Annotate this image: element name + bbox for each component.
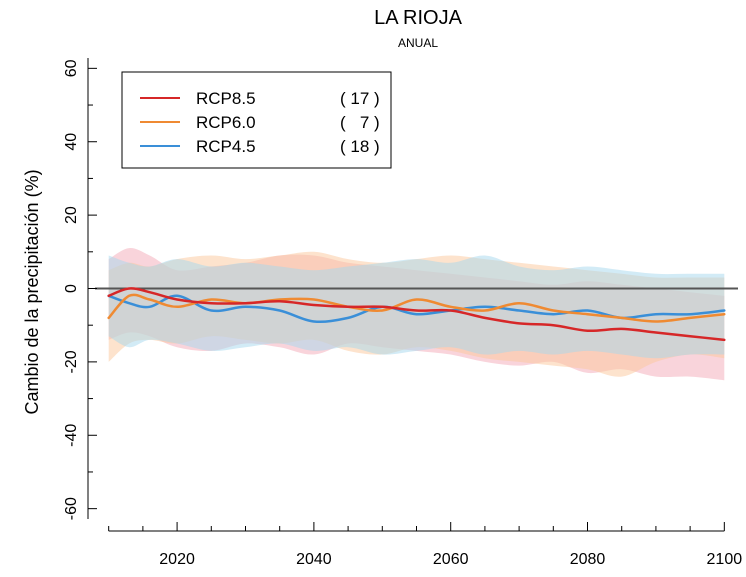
- chart-title: LA RIOJA: [374, 7, 462, 29]
- y-tick-label: -60: [63, 497, 80, 520]
- x-tick-label: 2060: [433, 551, 469, 568]
- legend-count-rcp6-0: ( 7 ): [340, 113, 380, 132]
- legend-label-rcp8-5: RCP8.5: [196, 89, 256, 108]
- band-rcp4-5: [108, 255, 725, 359]
- x-tick-label: 2080: [570, 551, 606, 568]
- series-line-rcp8-5: [107, 287, 726, 342]
- y-tick-label: 60: [63, 59, 80, 77]
- legend-count-rcp8-5: ( 17 ): [340, 89, 380, 108]
- legend-label-rcp6-0: RCP6.0: [196, 113, 256, 132]
- x-tick-label: 2020: [159, 551, 195, 568]
- x-tick-label: 2040: [296, 551, 332, 568]
- legend: RCP8.5 ( 17 ) RCP6.0 ( 7 ) RCP4.5 ( 18 ): [121, 71, 392, 169]
- legend-label-rcp4-5: RCP4.5: [196, 137, 256, 156]
- y-tick-label: 20: [63, 206, 80, 224]
- y-tick-label: -40: [63, 424, 80, 447]
- y-tick-label: 40: [63, 133, 80, 151]
- series-lines: [107, 287, 726, 342]
- series-line-rcp6-0: [107, 293, 726, 323]
- y-tick-label: -20: [63, 350, 80, 373]
- chart-subtitle: ANUAL: [398, 36, 438, 50]
- legend-box: [121, 71, 392, 169]
- x-tick-label: 2100: [707, 551, 743, 568]
- legend-count-rcp4-5: ( 18 ): [340, 137, 380, 156]
- y-axis-label: Cambio de la precipitación (%): [22, 169, 42, 414]
- y-tick-label: 0: [63, 284, 80, 293]
